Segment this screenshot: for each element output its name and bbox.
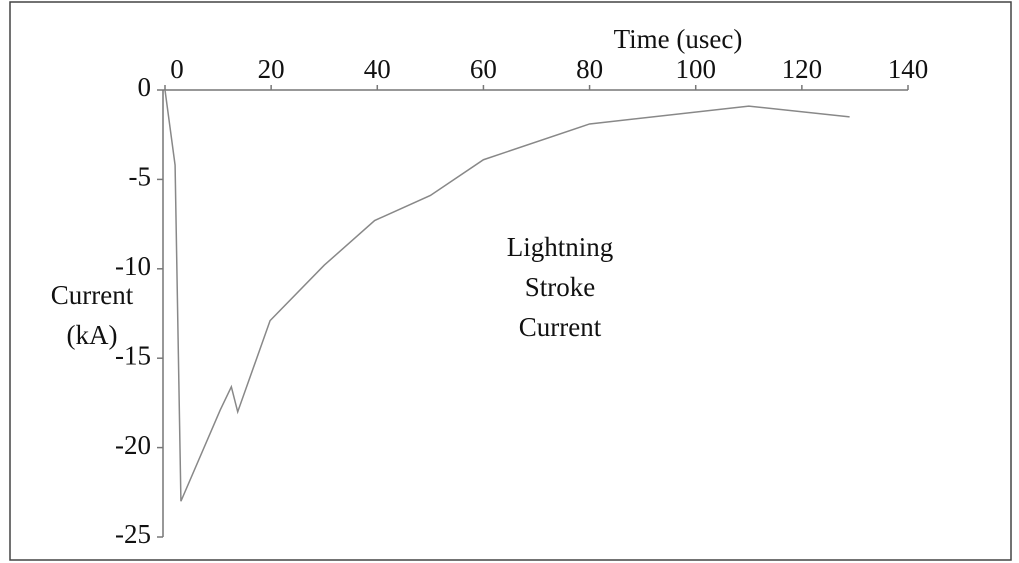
y-tick-label: 0 [138,72,152,102]
y-tick-label: -10 [115,251,151,281]
frame [9,1,1012,561]
x-tick-label: 20 [258,54,285,84]
line-series [164,89,850,502]
x-tick-label: 80 [576,54,603,84]
y-tick-label: -15 [115,340,151,370]
x-tick-label: 120 [782,54,823,84]
x-tick-label: 60 [470,54,497,84]
x-tick-label: 100 [675,54,716,84]
x-axis-label: Time (usec) [614,24,743,54]
y-tick-label: -20 [115,430,151,460]
x-tick-label: 140 [888,54,929,84]
annotation: Stroke [525,272,596,302]
y-axis-label: (kA) [67,320,118,350]
y-axis-label: Current [51,280,134,310]
y-tick-label: -25 [115,519,151,549]
annotation: Lightning [507,232,614,262]
annotation: Current [519,312,602,342]
y-tick-label: -5 [129,162,152,192]
x-tick-label: 40 [364,54,391,84]
x-tick-label: 0 [170,54,184,84]
